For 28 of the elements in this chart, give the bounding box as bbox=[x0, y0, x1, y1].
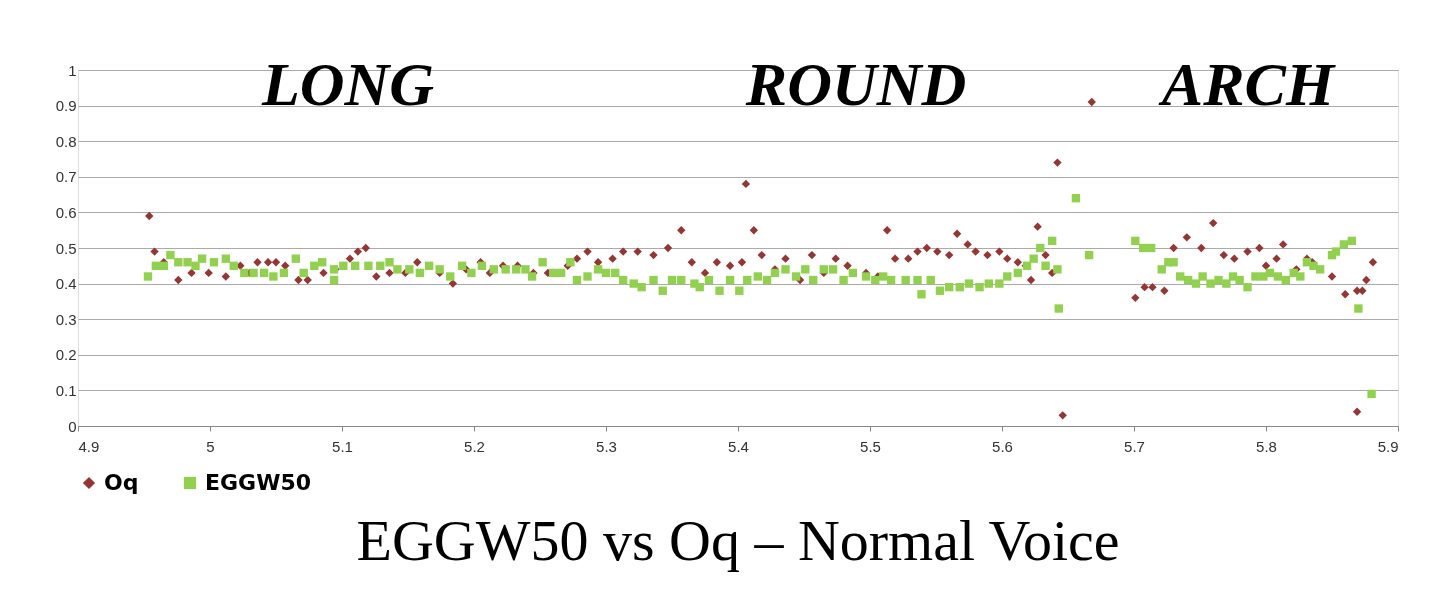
x-tick-label: 5.5 bbox=[860, 437, 881, 455]
y-tick-label: 0 bbox=[68, 417, 77, 435]
x-tick-label: 5.3 bbox=[596, 437, 617, 455]
annotation: ARCH bbox=[1157, 50, 1336, 118]
annotation: ROUND bbox=[744, 50, 967, 118]
y-tick-label: 0.1 bbox=[55, 381, 77, 399]
x-tick-label: 5 bbox=[206, 437, 215, 455]
y-tick-label: 0.7 bbox=[55, 168, 77, 186]
y-tick-label: 0.4 bbox=[55, 275, 77, 293]
x-tick-label: 5.4 bbox=[728, 437, 749, 455]
y-tick-label: 0.2 bbox=[55, 346, 77, 364]
legend-label: Oq bbox=[104, 470, 139, 495]
x-tick-label: 5.6 bbox=[992, 437, 1013, 455]
x-tick-label: 5.8 bbox=[1256, 437, 1277, 455]
y-tick-label: 1 bbox=[68, 61, 77, 79]
x-tick-label: 5.9 bbox=[1377, 437, 1399, 455]
x-tick-label: 5.7 bbox=[1124, 437, 1145, 455]
y-tick-label: 0.8 bbox=[55, 132, 77, 150]
text: EGGW50 vs Oq – Normal Voice bbox=[356, 508, 1120, 573]
annotation: LONG bbox=[260, 50, 435, 118]
x-tick-label: 5.2 bbox=[464, 437, 485, 455]
x-tick-label: 5.1 bbox=[332, 437, 353, 455]
y-tick-label: 0.6 bbox=[55, 203, 77, 221]
y-tick-label: 0.5 bbox=[55, 239, 77, 257]
y-tick-label: 0.9 bbox=[55, 97, 77, 115]
x-tick-label: 4.9 bbox=[78, 437, 100, 455]
legend-label: EGGW50 bbox=[205, 470, 312, 495]
y-tick-label: 0.3 bbox=[55, 310, 77, 328]
